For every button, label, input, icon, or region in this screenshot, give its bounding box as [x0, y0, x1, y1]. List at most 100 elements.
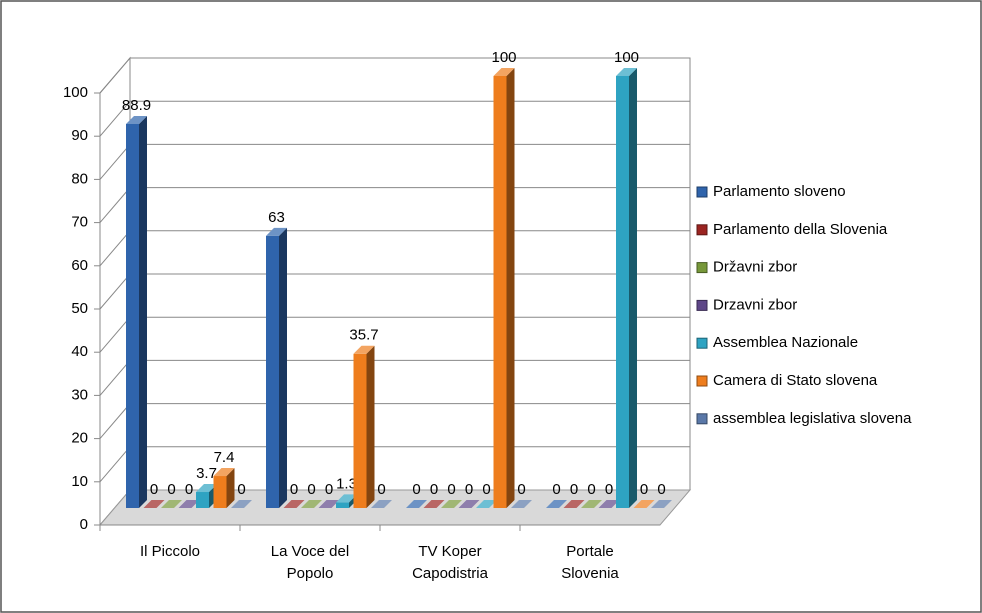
legend-label: Parlamento della Slovenia	[713, 221, 888, 238]
y-tick-label: 60	[71, 257, 88, 274]
bar-side	[226, 468, 235, 508]
bar	[126, 123, 139, 509]
bar-top	[598, 500, 620, 508]
grid-line-side	[99, 144, 131, 180]
x-tick-label: La Voce del Popolo	[270, 543, 350, 582]
grid-line-side	[99, 100, 131, 137]
bar-top	[318, 500, 340, 508]
y-tick-label: 10	[71, 473, 88, 490]
grid-line-side	[99, 57, 131, 94]
legend-swatch	[696, 262, 708, 274]
bar-top	[458, 500, 480, 508]
data-label: 0	[290, 481, 298, 498]
bar-top	[161, 500, 182, 508]
bar-top	[546, 500, 567, 508]
data-label: 0	[237, 481, 245, 498]
data-label: 0	[657, 481, 665, 498]
legend-swatch	[696, 186, 708, 198]
data-label: 0	[412, 481, 420, 498]
bar	[196, 492, 209, 508]
y-tick-label: 40	[71, 343, 88, 360]
data-label: 0	[552, 481, 560, 498]
bar	[336, 502, 349, 508]
data-label: 0	[167, 481, 175, 498]
y-tick-label: 20	[71, 430, 88, 447]
bar-top	[301, 500, 322, 508]
bar-top	[126, 115, 147, 124]
data-label: 0	[447, 481, 455, 498]
bar-top	[178, 500, 200, 508]
bar-top	[476, 500, 497, 508]
data-label: 0	[307, 481, 315, 498]
data-label: 63	[268, 209, 285, 226]
x-tick-label: TV Koper Capodistria	[412, 543, 488, 582]
legend-label: Parlamento sloveno	[713, 183, 846, 200]
legend-label: assemblea legislativa slovena	[713, 410, 912, 427]
grid-line-side	[99, 360, 131, 396]
bar-top	[196, 484, 217, 493]
y-tick-label: 90	[71, 127, 88, 144]
data-label: 0	[640, 481, 648, 498]
data-label: 0	[185, 481, 193, 498]
data-label: 3.7	[196, 465, 217, 482]
bar-top	[266, 227, 287, 236]
data-label: 0	[430, 481, 438, 498]
bar	[353, 353, 367, 508]
bar-top	[511, 500, 532, 508]
data-label: 0	[587, 481, 595, 498]
bar-top	[493, 68, 515, 76]
data-label: 0	[605, 481, 613, 498]
legend-swatch	[696, 337, 708, 349]
bar	[616, 76, 629, 508]
bar	[213, 476, 227, 508]
grid-line-side	[99, 230, 131, 267]
data-label: 0	[517, 481, 525, 498]
grid-line-side	[99, 273, 131, 310]
legend-swatch	[696, 224, 708, 236]
bar-side	[366, 345, 375, 508]
legend-label: Camera di Stato slovena	[713, 372, 878, 389]
bar-top	[581, 500, 602, 508]
legend-swatch	[696, 299, 708, 311]
bar-top	[371, 500, 392, 508]
bar	[266, 235, 279, 508]
bar-top	[616, 68, 637, 76]
bar-top	[441, 500, 462, 508]
bar-top	[143, 500, 165, 508]
data-label: 0	[150, 481, 158, 498]
grid-line-side	[99, 316, 131, 353]
bar-top	[231, 500, 252, 508]
bar-top	[563, 500, 585, 508]
bar-top	[406, 500, 427, 508]
y-tick-label: 100	[63, 84, 88, 101]
legend-label: Drzavni zbor	[713, 296, 797, 313]
grid-line-side	[99, 446, 131, 483]
legend-label: Assemblea Nazionale	[713, 334, 858, 351]
legend-swatch	[696, 413, 708, 425]
y-tick-label: 0	[80, 516, 88, 533]
bar-top	[423, 500, 445, 508]
bar-side	[506, 68, 515, 508]
grid-line-side	[99, 403, 131, 439]
bar-top	[283, 500, 305, 508]
x-tick-label: Il Piccolo	[139, 543, 201, 560]
bar-top	[353, 345, 375, 354]
data-label: 7.4	[214, 449, 235, 466]
bar	[493, 76, 507, 508]
bar-top	[651, 500, 672, 508]
grid-line-side	[99, 187, 131, 223]
bar-top	[213, 468, 235, 477]
data-label: 35.7	[349, 327, 378, 344]
bar-side	[629, 68, 637, 508]
data-label: 1.3	[336, 475, 357, 492]
data-label: 100	[614, 49, 639, 66]
bar-side	[279, 227, 287, 508]
bar-top	[336, 494, 357, 503]
data-label: 0	[325, 481, 333, 498]
bar-top	[633, 500, 655, 508]
data-label: 0	[482, 481, 490, 498]
data-label: 100	[491, 49, 516, 66]
y-tick-label: 30	[71, 386, 88, 403]
